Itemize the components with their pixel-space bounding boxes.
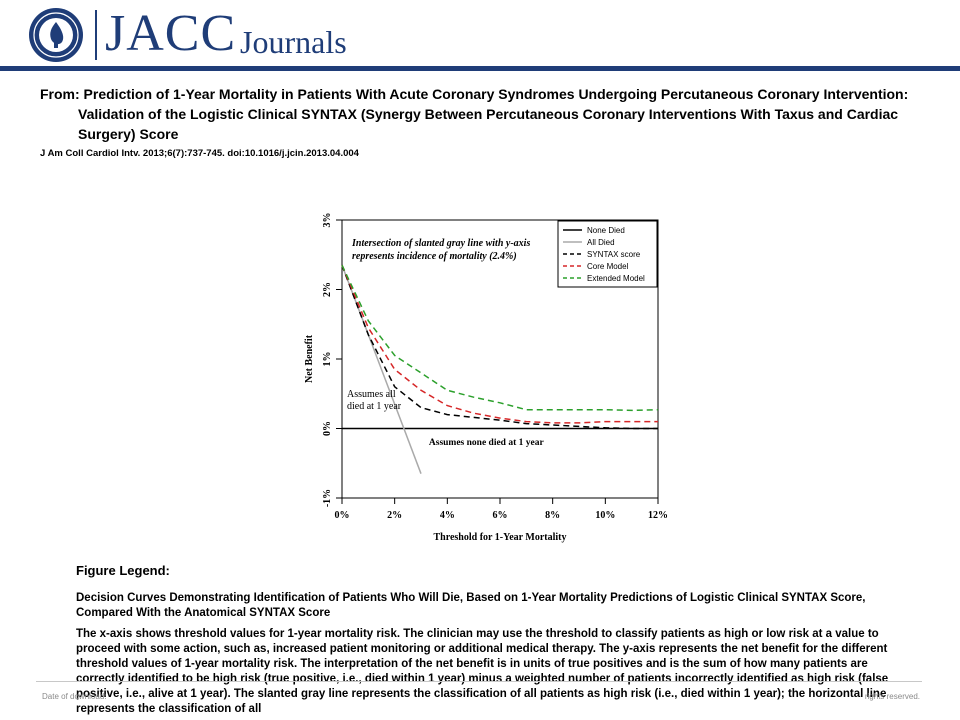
series-line-all-died [341,264,422,474]
annotation-assumes-none: Assumes none died at 1 year [429,438,545,448]
decision-curve-chart: 0% 2% 4% 6% 8% 10% 12% -1% 0% 1% 2% 3% Threshold for… [290,208,670,548]
annotation-intersection-1: Intersection of slanted gray line with y… [351,238,530,249]
x-tick-label: 0% [335,510,350,521]
y-tick-label: -1% [322,489,333,507]
figure-legend-heading: Figure Legend: [76,563,170,578]
plot-axes: 0% 2% 4% 6% 8% 10% 12%-1%0%1%2%3%Threshold for… [304,213,668,544]
x-tick-label: 8% [545,510,560,521]
article-citation: J Am Coll Cardiol Intv. 2013;6(7):737-74… [40,148,359,159]
figure-legend-subtitle: Decision Curves Demonstrating Identifica… [76,592,866,619]
plot-legend: None Died All Died SYNTAX score Core Model E… [557,220,658,288]
header-divider [0,66,960,71]
series-line-syntax-score [341,264,658,430]
x-axis-label: Threshold for 1-Year Mortality [433,532,566,543]
acc-seal-icon [29,8,83,62]
x-tick-label: 12% [648,510,668,521]
annotation-assumes-all-2: died at 1 year [347,401,402,412]
legend-label-none-died: None Died [587,226,625,235]
legend-box [557,220,658,288]
y-axis-label: Net Benefit [304,334,315,383]
annotation-intersection-2: represents incidence of mortality (2.4%) [352,251,517,262]
journal-header: JACC Journals [0,0,960,66]
footer-copyright: rights reserved. [864,692,920,701]
chart-svg: 0% 2% 4% 6% 8% 10% 12%-1%0%1%2%3%Threshold for… [304,213,668,544]
y-tick-label: 0% [322,421,333,436]
logo-journals[interactable]: Journals [240,24,347,60]
x-tick-label: 2% [387,510,402,521]
legend-label-syntax-score: SYNTAX score [587,250,641,259]
figure-legend-body: The x-axis shows threshold values for 1-… [76,628,889,715]
y-tick-label: 3% [322,213,333,228]
plot-annotations: Intersection of slanted gray line with y… [347,238,544,448]
y-tick-label: 2% [322,282,333,297]
legend-label-extended-model: Extended Model [587,274,645,283]
logo-jacc[interactable]: JACC [105,5,237,62]
logo-divider [95,10,97,60]
plot-series [341,264,659,474]
y-tick-label: 1% [322,352,333,367]
footer-download-date: Date of download: [42,692,107,701]
footer-divider [36,681,922,682]
annotation-assumes-all-1: Assumes all [347,389,396,400]
legend-label-all-died: All Died [587,238,615,247]
article-title: From: Prediction of 1-Year Mortality in … [40,86,909,142]
x-tick-label: 10% [595,510,615,521]
x-tick-label: 6% [493,510,508,521]
legend-label-core-model: Core Model [587,262,629,271]
series-line-extended-model [341,264,659,412]
series-line-core-model [341,264,658,424]
x-tick-label: 4% [440,510,455,521]
